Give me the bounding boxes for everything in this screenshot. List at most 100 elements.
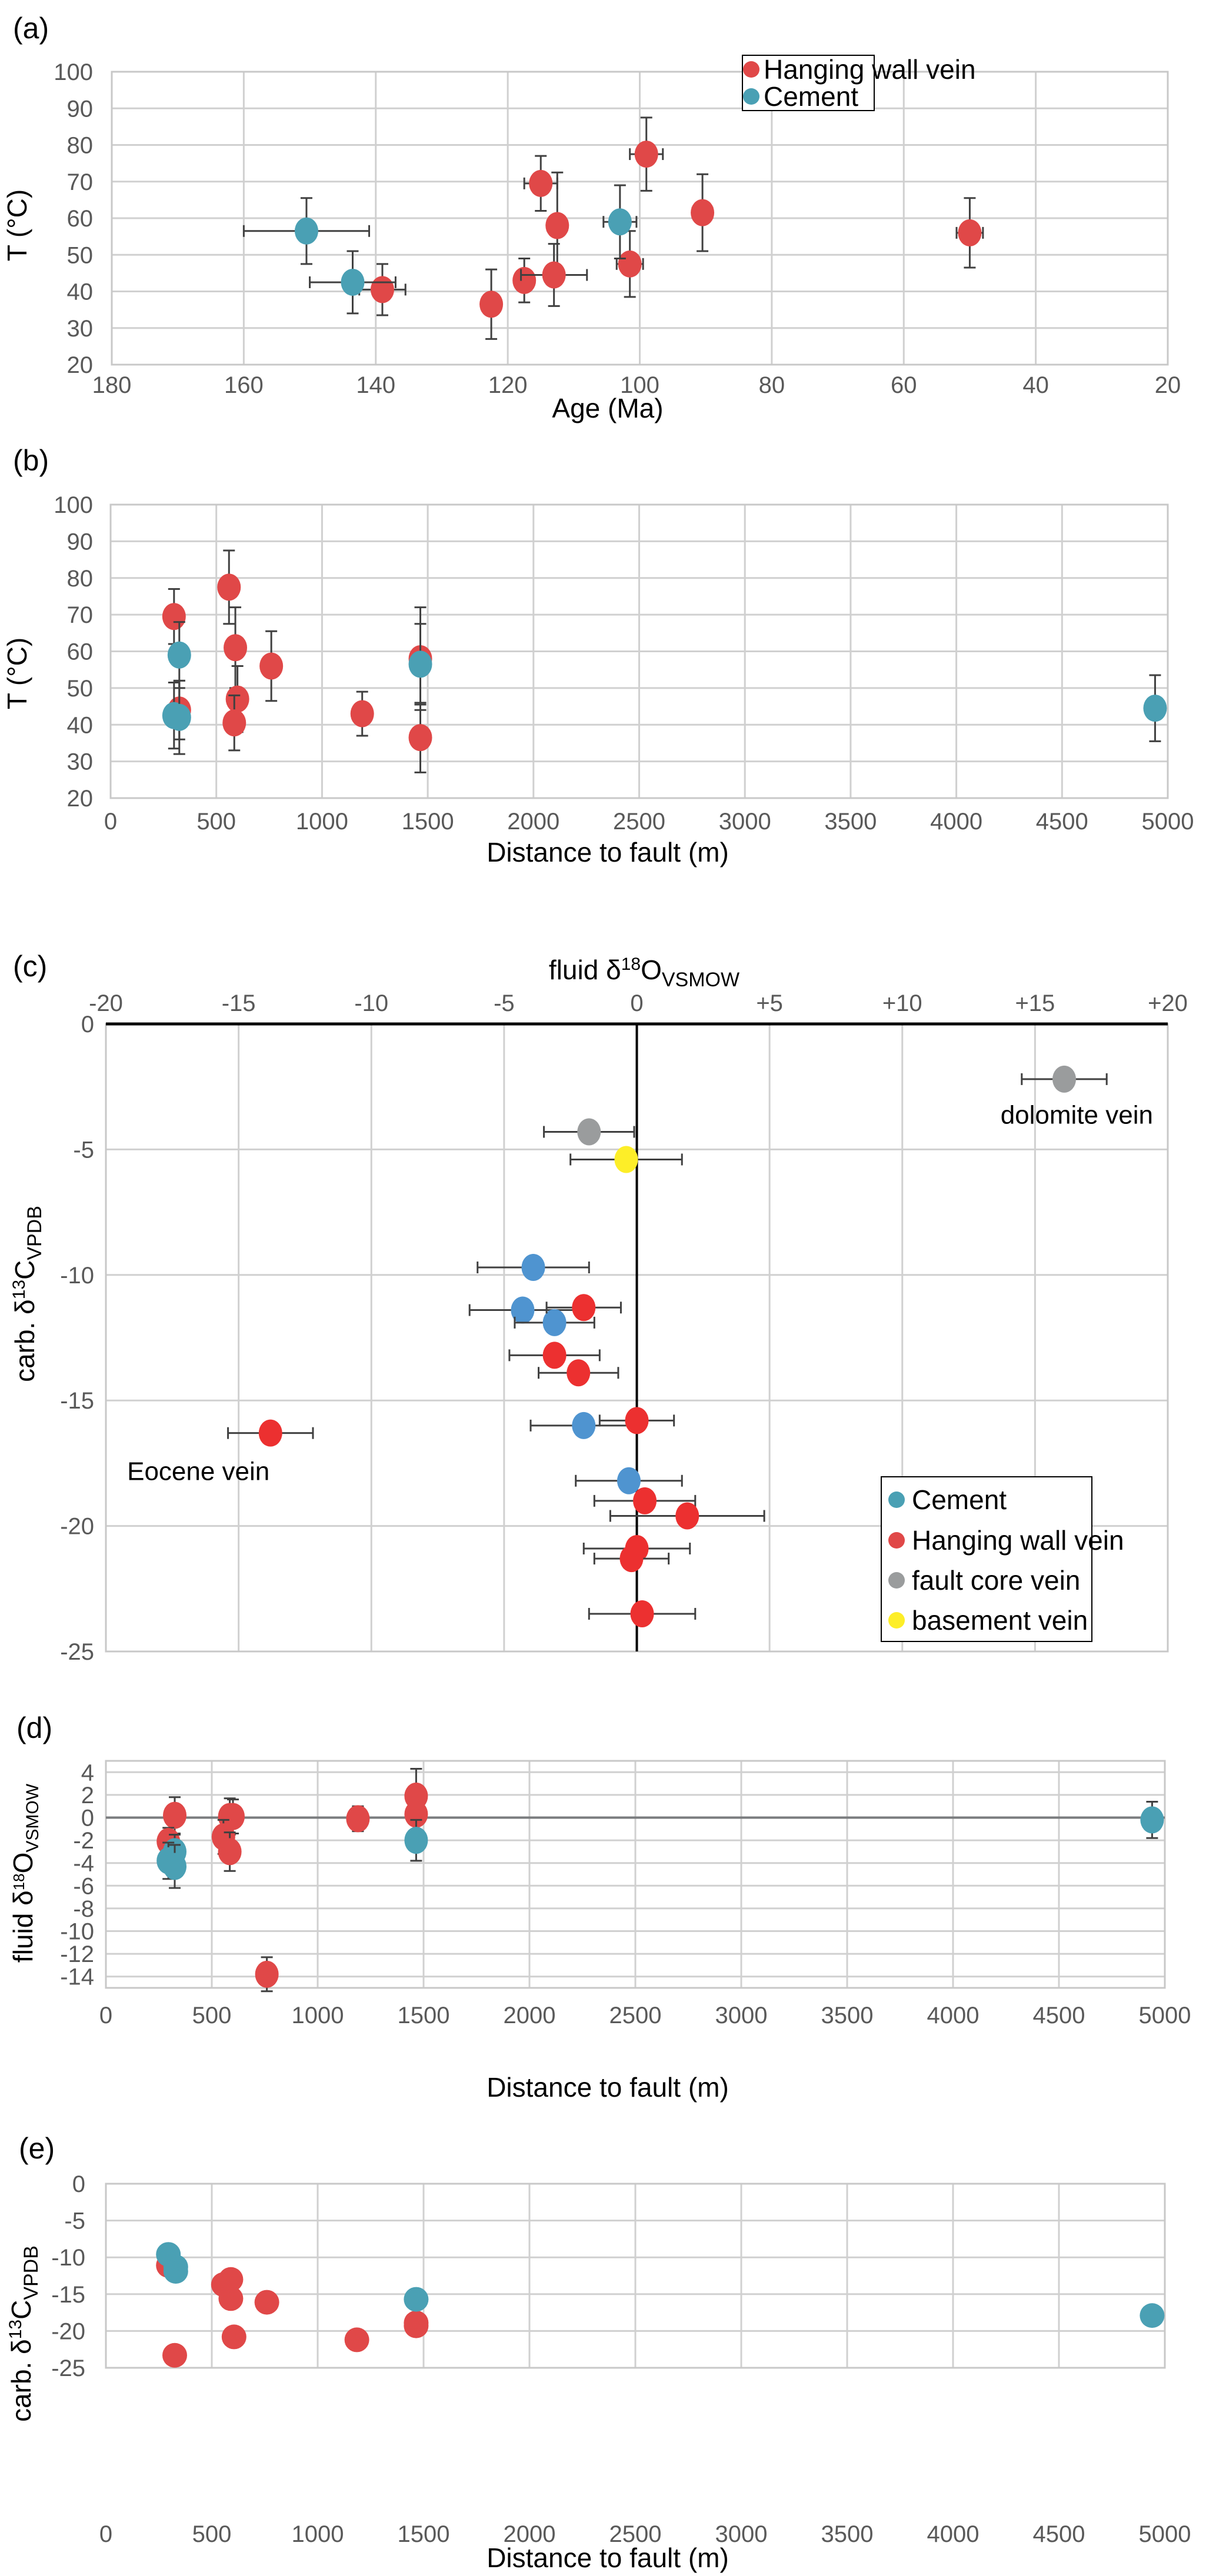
y-tick-label: 90 <box>67 529 94 555</box>
marker-cement <box>167 703 191 731</box>
data-point-hanging-wall-vein <box>588 1600 697 1627</box>
data-point-hanging-wall-vein <box>593 1545 670 1573</box>
plot-frame <box>105 2183 1166 2369</box>
data-point-hanging-wall-vein <box>218 2286 244 2311</box>
marker-hanging-wall-vein <box>350 700 374 728</box>
y-tick-label: 0 <box>81 1012 94 1037</box>
x-tick-label: 4500 <box>1033 2003 1085 2028</box>
panel-a-legend-box <box>742 55 875 111</box>
panel-c-marks <box>227 1065 1108 1627</box>
x-tick-label: 5000 <box>1142 809 1194 835</box>
marker-cement <box>341 268 365 296</box>
y-tick-label: 80 <box>67 566 94 592</box>
x-tick-label: 80 <box>759 372 785 398</box>
x-tick-label: 2500 <box>609 2003 662 2028</box>
x-tick-label: 4500 <box>1036 809 1088 835</box>
x-tick-label: -15 <box>222 990 256 1016</box>
y-tick-label: 40 <box>67 279 94 305</box>
data-point-cement <box>163 1844 186 1889</box>
data-point-cement <box>167 679 191 755</box>
y-tick-label: 50 <box>67 676 94 702</box>
y-tick-label: -8 <box>73 1896 94 1922</box>
x-tick-label: 180 <box>92 372 132 398</box>
data-point-cement <box>242 197 371 265</box>
x-tick-label: 1500 <box>398 2003 450 2028</box>
y-tick-label: -6 <box>73 1873 94 1899</box>
marker-hanging-wall-vein <box>567 1359 591 1387</box>
y-tick-label: -20 <box>60 1514 94 1540</box>
plot-frame <box>105 1760 1166 1989</box>
annotation-eocene-vein: Eocene vein <box>127 1457 269 1486</box>
panel-b-x-axis-label: Distance to fault (m) <box>487 837 729 867</box>
data-point-fault-core-vein <box>543 1118 635 1146</box>
marker-hanging-wall-vein <box>633 1487 657 1514</box>
x-tick-label: +5 <box>756 990 783 1016</box>
marker-hanging-wall-vein <box>346 1805 370 1833</box>
panel-b-marks <box>162 549 1167 773</box>
x-tick-label: 2000 <box>504 2003 556 2028</box>
marker-cement <box>167 641 191 669</box>
legend-marker-basement-vein <box>888 1612 905 1629</box>
data-point-hanging-wall-vein <box>404 2313 429 2338</box>
panel-b-grid <box>109 503 1169 799</box>
x-tick-label: 500 <box>192 2003 232 2028</box>
panel-a-grid <box>111 71 1169 366</box>
annotation-dolomite-vein: dolomite vein <box>1001 1101 1153 1130</box>
data-point-hanging-wall-vein <box>162 588 186 645</box>
data-point-cement <box>408 623 432 706</box>
marker-hanging-wall-vein <box>545 212 569 239</box>
panel-d-x-axis-label: Distance to fault (m) <box>487 2072 729 2103</box>
x-tick-label: +15 <box>1015 990 1055 1016</box>
x-tick-label: 3000 <box>715 2521 768 2547</box>
x-tick-label: 120 <box>488 372 528 398</box>
data-point-hanging-wall-vein <box>955 197 984 269</box>
data-point-hanging-wall-vein <box>508 1342 601 1369</box>
marker-cement <box>521 1253 545 1281</box>
y-tick-label: 100 <box>54 59 93 85</box>
marker-cement <box>511 1296 535 1324</box>
panel-e-label: (e) <box>19 2132 55 2165</box>
marker-cement <box>542 1309 567 1336</box>
panel-b-y-ticks: 20 30 40 50 60 70 80 90 100 <box>54 492 93 812</box>
panel-e-x-ticks: 0 500 1000 1500 2000 2500 3000 3500 4000 4500 5000 <box>99 2521 1191 2547</box>
panel-a-y-axis-label: T (°C) <box>2 189 32 261</box>
marker-hanging-wall-vein <box>162 603 186 630</box>
marker-hanging-wall-vein <box>634 141 658 168</box>
data-point-cement <box>602 184 638 259</box>
data-point-cement <box>404 2287 429 2312</box>
marker-hanging-wall-vein <box>221 1803 245 1830</box>
panel-d-grid <box>105 1760 1166 1989</box>
data-point-hanging-wall-vein <box>254 2290 279 2315</box>
y-tick-label: 20 <box>67 786 94 812</box>
marker-hanging-wall-vein <box>619 1545 644 1573</box>
y-tick-label: -10 <box>60 1263 94 1289</box>
x-tick-label: 1000 <box>292 2521 344 2547</box>
marker-hanging-wall-vein <box>479 291 504 318</box>
panel-a-label: (a) <box>13 12 49 45</box>
marker-cement <box>608 208 632 236</box>
legend-label-cement: Cement <box>764 81 858 112</box>
plot-frame <box>111 71 1169 366</box>
y-tick-label: -10 <box>60 1919 94 1945</box>
panel-c-legend-box <box>881 1476 1092 1642</box>
x-tick-label: 0 <box>99 2521 112 2547</box>
data-point-hanging-wall-vein <box>538 1359 619 1387</box>
x-tick-label: 1000 <box>296 809 348 835</box>
marker-hanging-wall-vein <box>254 2290 279 2315</box>
x-tick-label: 500 <box>196 809 236 835</box>
x-tick-label: 4500 <box>1033 2521 1085 2547</box>
y-tick-label: 40 <box>67 712 94 738</box>
marker-hanging-wall-vein <box>162 2343 187 2368</box>
x-tick-label: -10 <box>354 990 388 1016</box>
panel-b-chart: (b) 0 500 1000 1500 2000 2500 3000 3500 4000 4500… <box>2 444 1194 867</box>
panel-b-x-ticks: 0 500 1000 1500 2000 2500 3000 3500 4000 4500 5000 <box>104 809 1194 835</box>
x-tick-label: 3500 <box>824 809 877 835</box>
marker-hanging-wall-vein <box>258 1419 282 1447</box>
y-tick-label: -2 <box>73 1828 94 1854</box>
data-point-hanging-wall-vein <box>255 1956 279 1993</box>
x-tick-label: 4000 <box>927 2521 980 2547</box>
panel-e-x-axis-label: Distance to fault (m) <box>487 2542 729 2573</box>
x-tick-label: 60 <box>891 372 917 398</box>
marker-hanging-wall-vein <box>572 1294 596 1322</box>
legend-label-hanging-wall-vein: Hanging wall vein <box>912 1525 1124 1556</box>
